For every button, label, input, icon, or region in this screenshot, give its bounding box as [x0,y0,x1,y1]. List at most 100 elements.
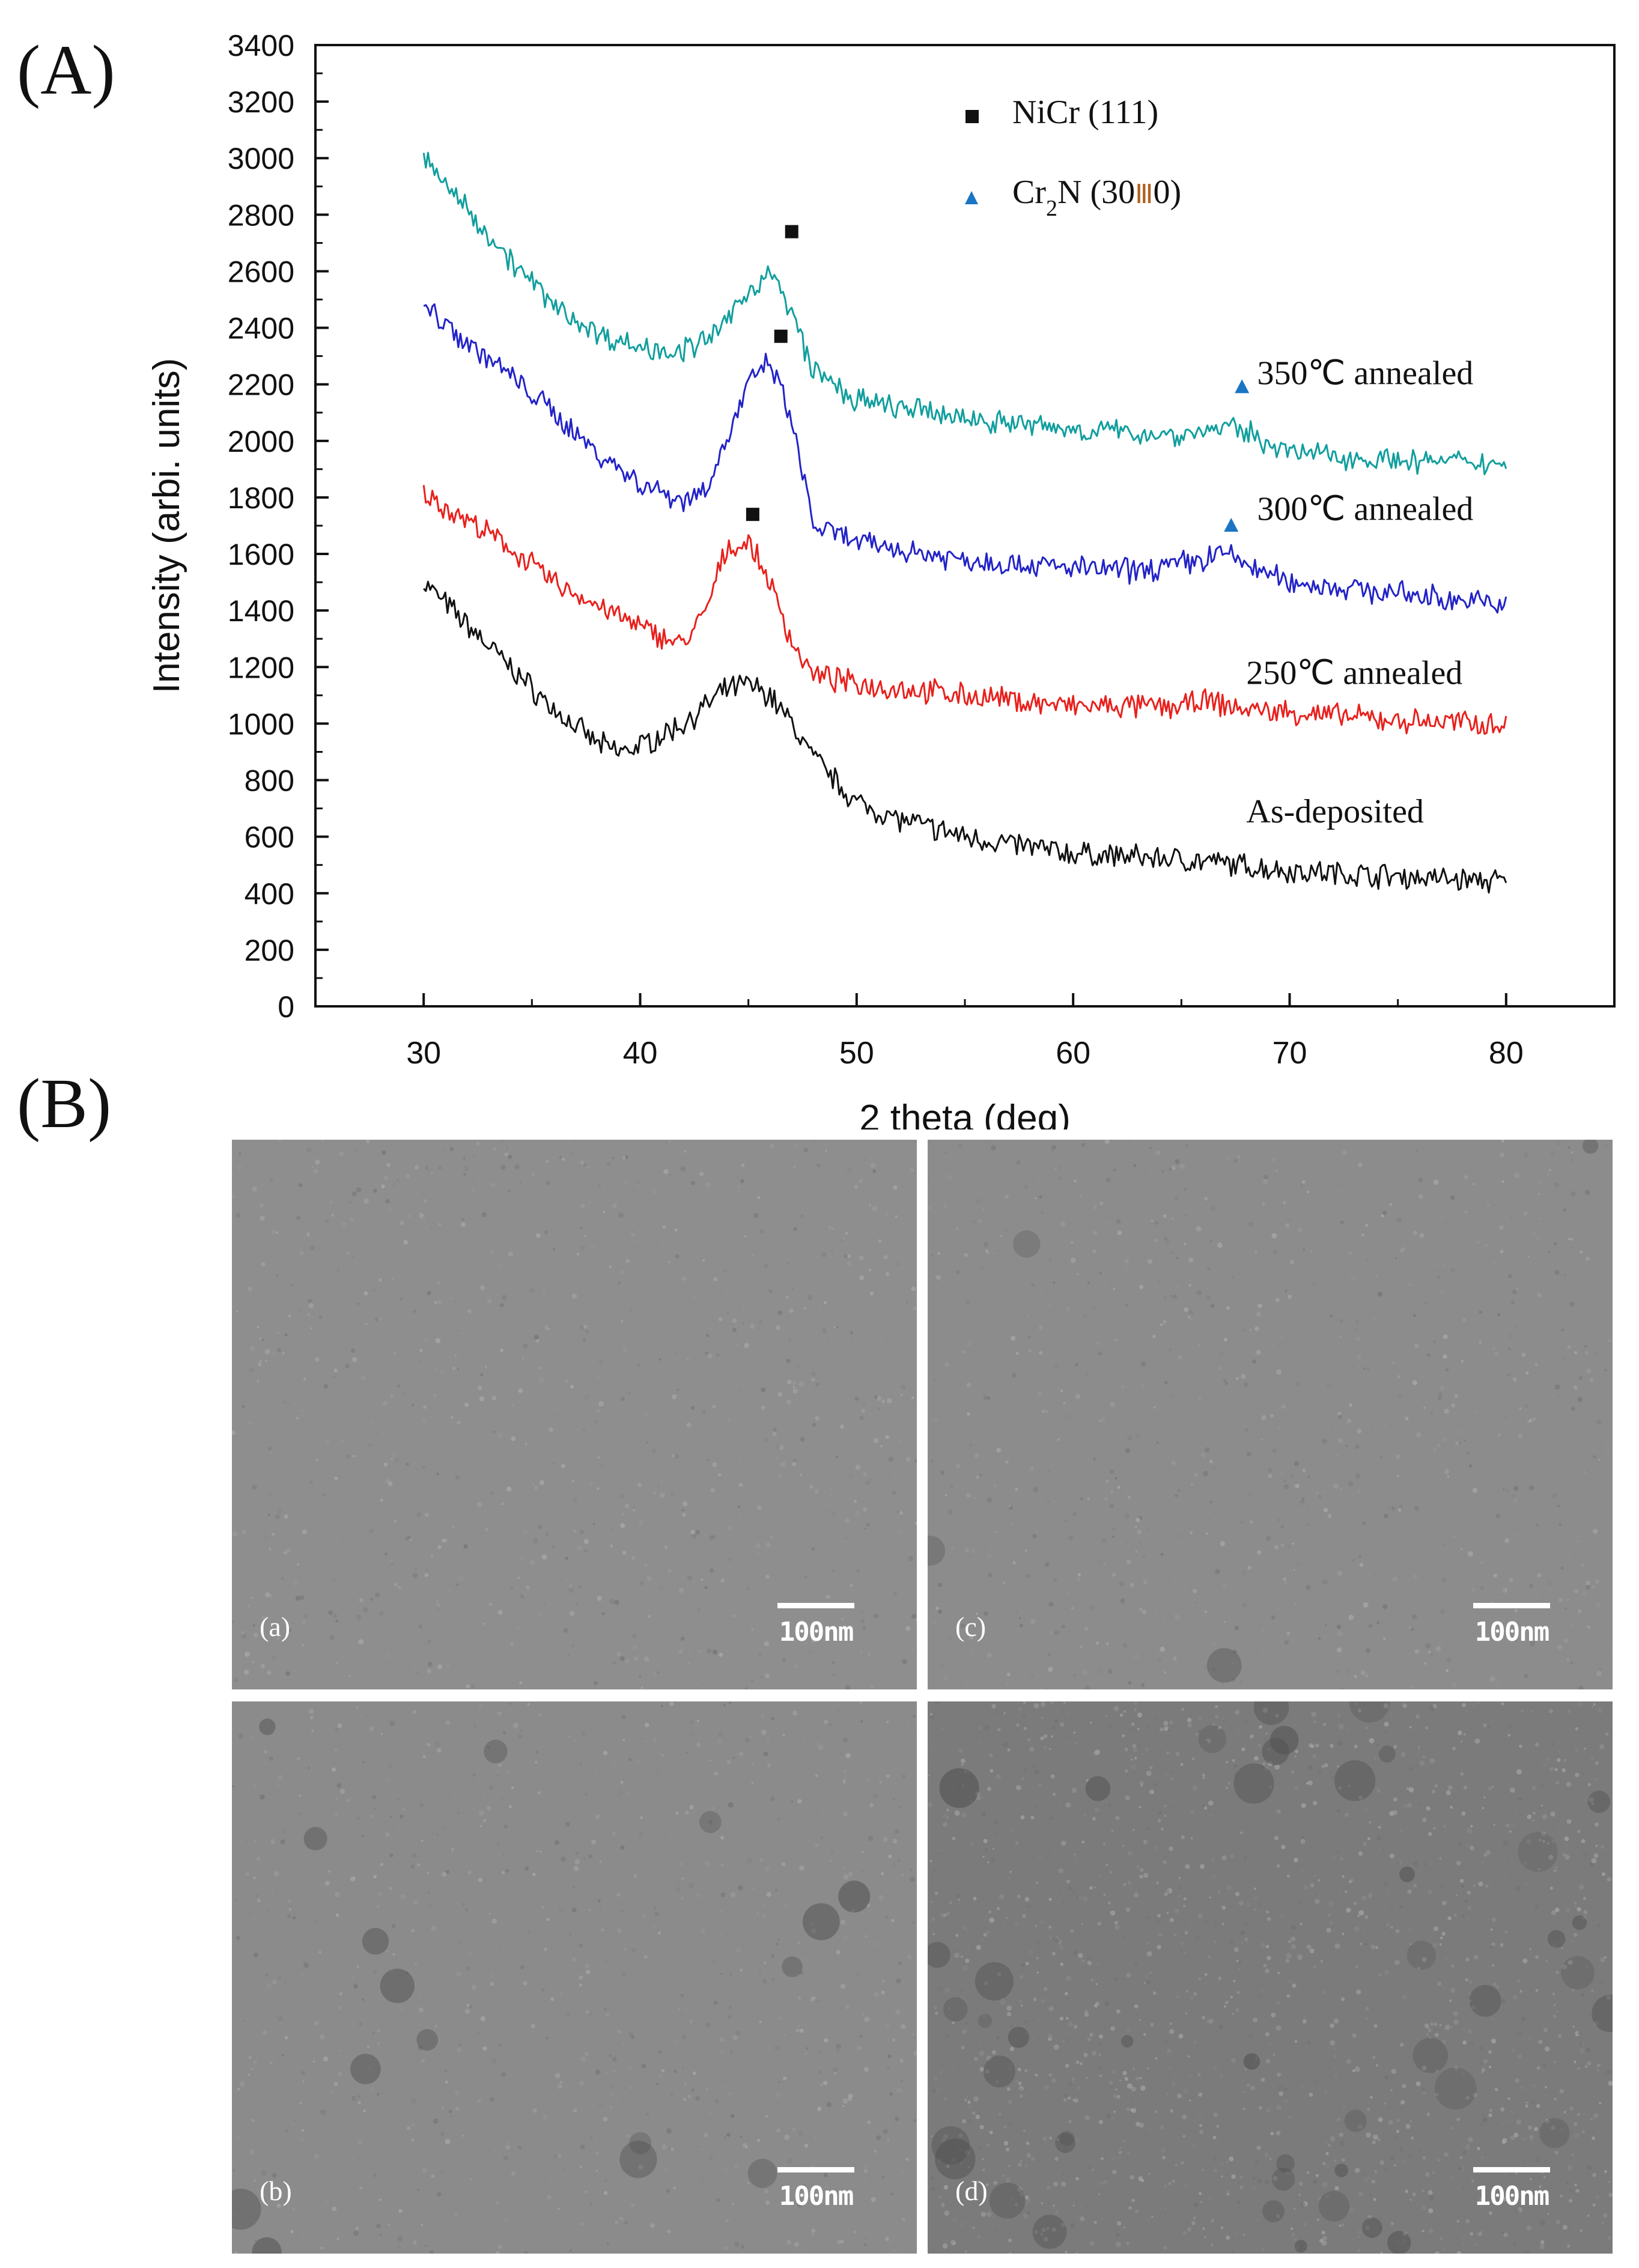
sem-grain [774,2045,780,2051]
sem-grain [1596,1671,1602,1676]
sem-grain [1262,1707,1268,1713]
sem-grain [1458,1976,1464,1981]
sem-grain [655,1512,660,1516]
sem-grain [386,1163,391,1167]
sem-grain [1514,1609,1518,1613]
sem-grain [594,1681,598,1685]
sem-grain [1257,1303,1262,1309]
sem-grain [488,2013,493,2017]
sem-grain [935,1606,939,1610]
sem-grain [1175,2061,1178,2064]
sem-grain [1083,2052,1088,2058]
sem-grain [1494,1351,1499,1356]
sem-grain [1383,1513,1388,1518]
sem-grain [251,2068,254,2070]
sem-grain [1554,1182,1560,1188]
sem-grain [1119,2151,1122,2154]
sem-grain [884,1915,889,1919]
sem-grain [1277,1971,1280,1974]
sem-grain [908,1316,913,1321]
sem-grain [1586,1585,1590,1590]
sem-grain [1443,1825,1446,1828]
sem-grain [1127,1851,1132,1856]
sem-grain [1284,2087,1288,2091]
sem-grain [928,1774,931,1777]
sem-grain [1073,2025,1078,2029]
sem-grain [1017,1894,1021,1899]
sem-grain [1427,2026,1430,2029]
sem-grain [1023,2129,1026,2132]
sem-grain [705,1182,711,1188]
sem-grain [368,1265,371,1269]
sem-grain [527,1856,529,1859]
sem-grain [329,1635,335,1640]
sem-grain [1399,1905,1403,1909]
sem-grain [610,2085,615,2089]
sem-grain [622,1551,627,1555]
sem-grain [308,1708,314,1714]
sem-grain [1137,1712,1143,1718]
sem-grain [983,1242,989,1247]
sem-grain [1339,1183,1343,1188]
sem-grain [782,1734,785,1737]
sem-dark-spot [619,2141,657,2178]
sem-grain [826,2102,832,2108]
sem-grain [1459,1430,1464,1434]
sem-grain [1410,2136,1414,2140]
sem-grain [891,2121,895,2126]
sem-grain [1247,2103,1251,2108]
sem-grain [1400,1829,1403,1832]
sem-grain [1044,1746,1047,1748]
sem-grain [1164,1381,1168,1385]
sem-grain [253,1633,258,1638]
sem-grain [1479,2198,1483,2202]
sem-grain [1292,1542,1294,1545]
sem-grain [550,1997,555,2001]
sem-grain [1459,2156,1463,2160]
sem-grain [1027,1315,1029,1317]
sem-grain [1468,1551,1473,1557]
sem-grain [814,1489,820,1494]
sem-grain [669,1174,671,1176]
sem-dark-spot [1334,1760,1376,1801]
sem-grain [1079,1194,1082,1197]
sem-grain [1003,2141,1009,2146]
sem-grain [1168,1167,1172,1172]
sem-grain [1587,1625,1590,1629]
sem-grain [1248,2126,1251,2129]
sem-grain [345,1364,350,1369]
sem-grain [826,1337,830,1341]
sem-grain [1510,1217,1513,1220]
sem-grain [1265,2032,1270,2037]
sem-grain [978,2040,982,2045]
sem-grain [560,2081,562,2084]
sem-grain [1193,1992,1197,1996]
sem-grain [892,1798,895,1801]
sem-grain [1105,1863,1108,1867]
sem-grain [1324,1763,1328,1768]
sem-grain [1254,1251,1257,1253]
sem-grain [956,1227,958,1230]
sem-grain [794,1664,798,1668]
sem-grain [1372,2055,1376,2060]
sem-grain [1197,1913,1203,1918]
sem-grain [1458,2166,1462,2171]
sem-grain [1298,1900,1302,1905]
sem-grain [323,2056,329,2062]
sem-grain [249,1345,255,1351]
sem-grain [1566,1781,1572,1787]
sem-grain [1313,1283,1316,1286]
sem-grain [333,1368,338,1373]
sem-grain [1098,1874,1101,1877]
sem-grain [1412,1861,1419,1867]
sem-grain [979,2246,982,2249]
sem-grain [1232,1677,1236,1682]
sem-grain [1434,1269,1437,1272]
sem-grain [1556,2019,1561,2023]
sem-grain [1075,1394,1081,1399]
sem-grain [960,1623,965,1628]
sem-grain [869,2177,873,2180]
sem-grain [518,1388,523,1393]
sem-grain [1046,2227,1050,2230]
sem-grain [367,2045,369,2048]
